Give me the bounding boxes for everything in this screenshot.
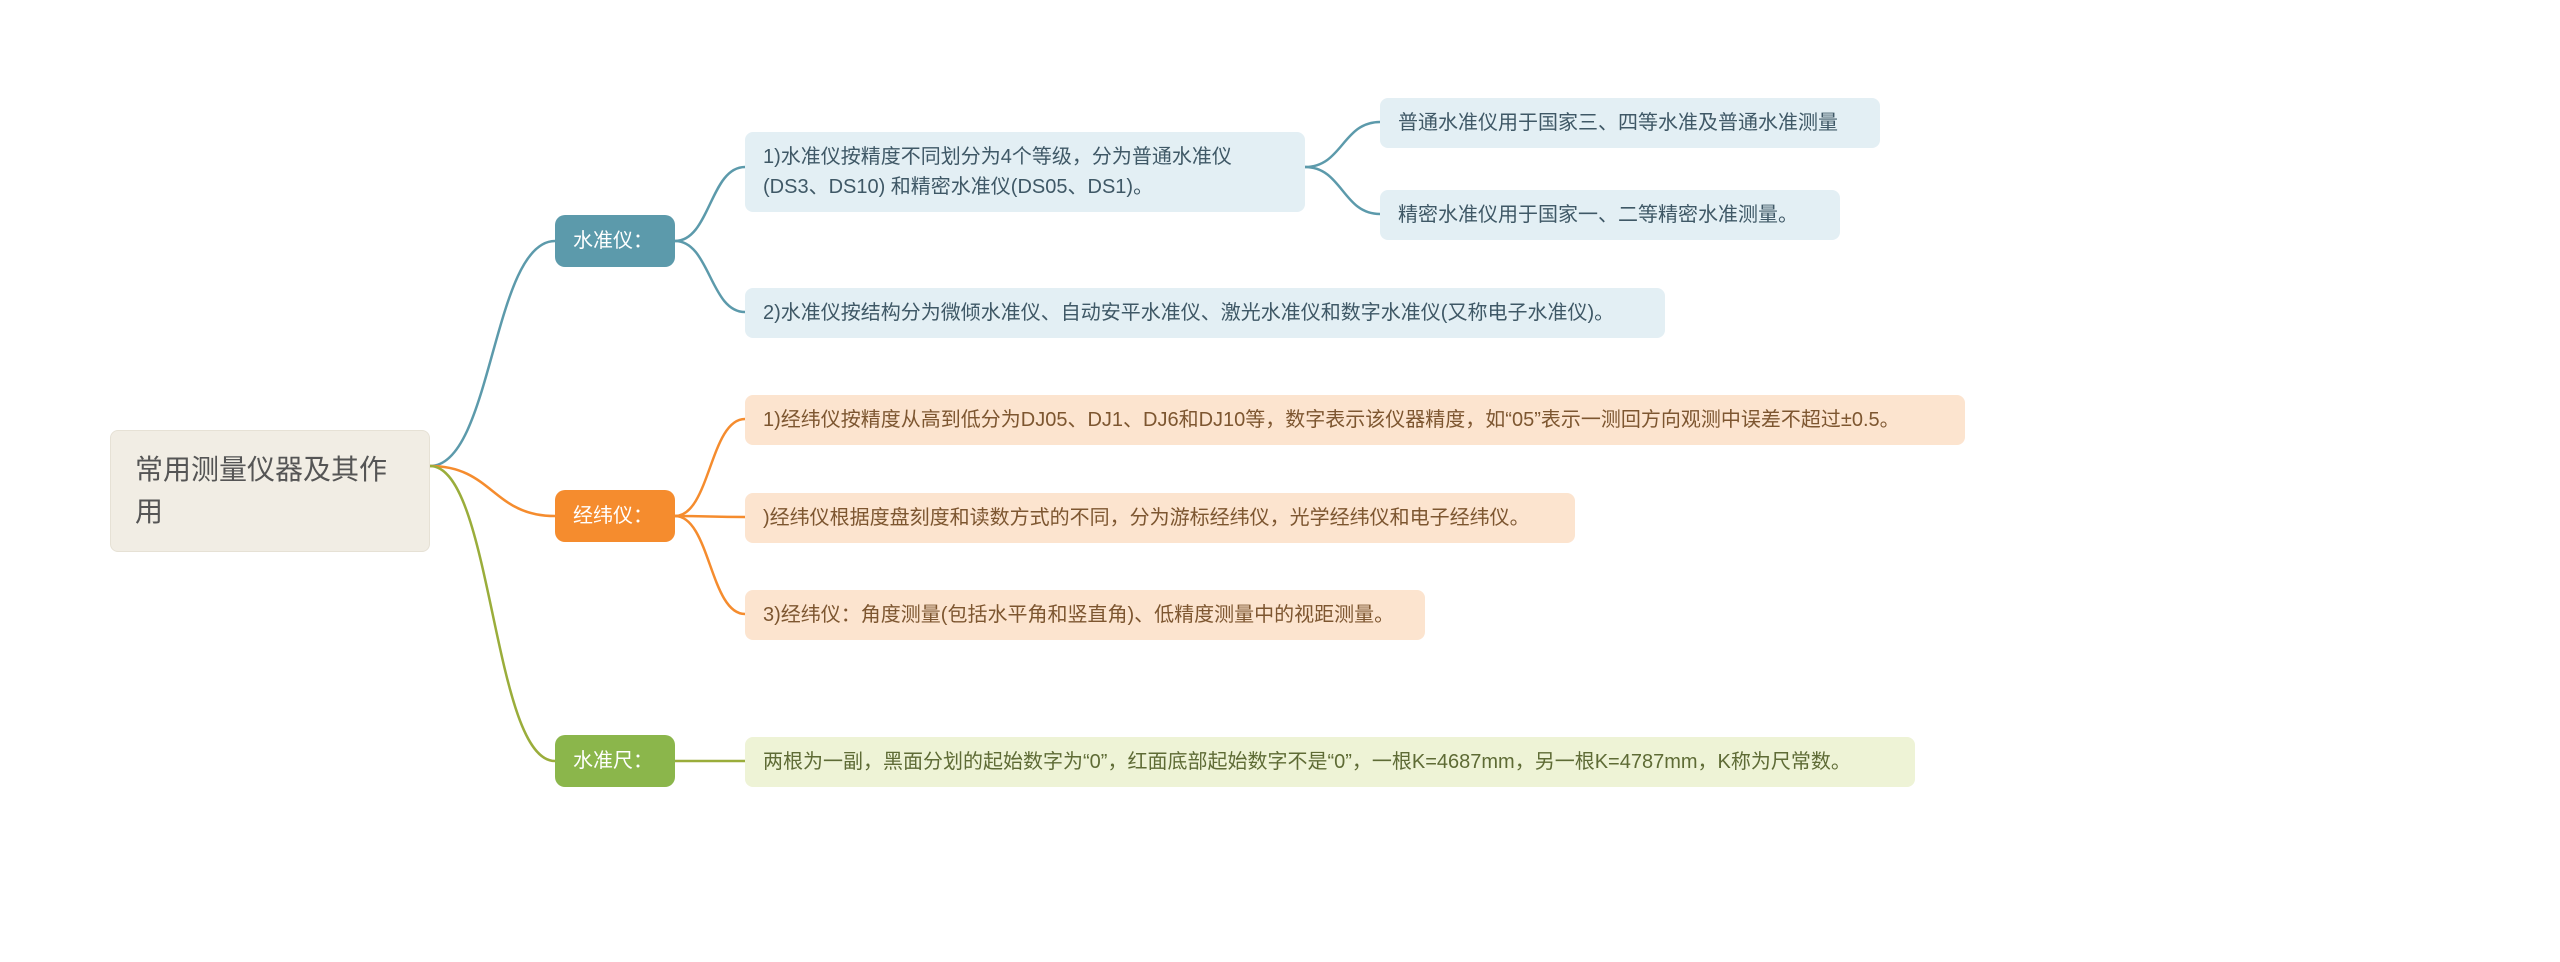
level-precision-classes: 1)水准仪按精度不同划分为4个等级，分为普通水准仪(DS3、DS10) 和精密水…: [745, 132, 1305, 212]
branch-leveling-staff: 水准尺：: [555, 735, 675, 787]
level-precise-use: 精密水准仪用于国家一、二等精密水准测量。: [1380, 190, 1840, 240]
branch-theodolite: 经纬仪：: [555, 490, 675, 542]
root-node: 常用测量仪器及其作用: [110, 430, 430, 552]
staff-constants: 两根为一副，黑面分划的起始数字为“0”，红面底部起始数字不是“0”，一根K=46…: [745, 737, 1915, 787]
branch-level: 水准仪：: [555, 215, 675, 267]
theodolite-function: 3)经纬仪：角度测量(包括水平角和竖直角)、低精度测量中的视距测量。: [745, 590, 1425, 640]
level-ordinary-use: 普通水准仪用于国家三、四等水准及普通水准测量: [1380, 98, 1880, 148]
level-structure-types: 2)水准仪按结构分为微倾水准仪、自动安平水准仪、激光水准仪和数字水准仪(又称电子…: [745, 288, 1665, 338]
theodolite-types: )经纬仪根据度盘刻度和读数方式的不同，分为游标经纬仪，光学经纬仪和电子经纬仪。: [745, 493, 1575, 543]
theodolite-precision: 1)经纬仪按精度从高到低分为DJ05、DJ1、DJ6和DJ10等，数字表示该仪器…: [745, 395, 1965, 445]
